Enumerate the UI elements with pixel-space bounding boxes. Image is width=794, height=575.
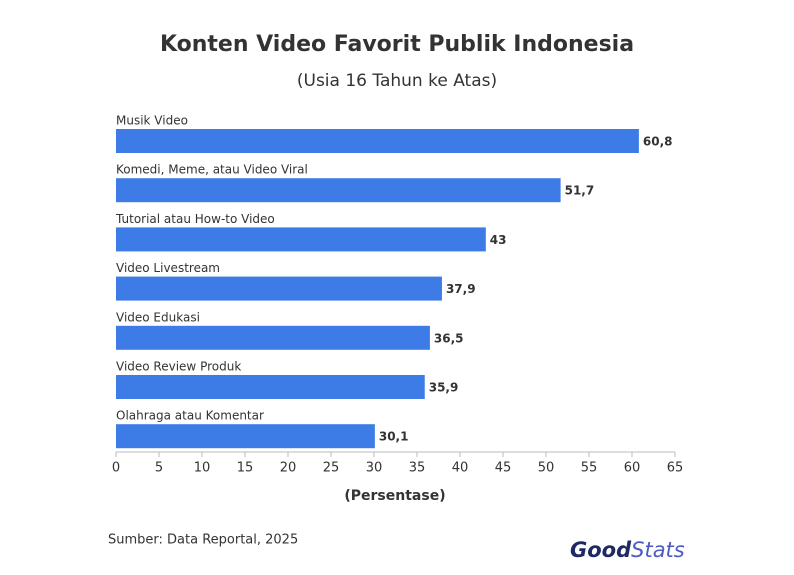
bar <box>116 276 442 301</box>
x-tick-label: 10 <box>194 461 211 476</box>
bar <box>116 424 375 449</box>
value-label: 43 <box>490 233 507 247</box>
bar <box>116 227 486 252</box>
category-label: Tutorial atau How-to Video <box>115 212 275 226</box>
x-tick-label: 5 <box>155 461 163 476</box>
category-label: Video Livestream <box>116 261 220 275</box>
x-tick-label: 40 <box>452 461 469 476</box>
category-label: Komedi, Meme, atau Video Viral <box>116 163 308 177</box>
logo-part: Good <box>570 538 632 562</box>
chart-subtitle: (Usia 16 Tahun ke Atas) <box>297 71 497 91</box>
bar <box>116 129 639 153</box>
logo-text: GoodStats <box>570 538 685 562</box>
x-tick-label: 30 <box>366 461 383 476</box>
x-tick-label: 0 <box>112 461 120 476</box>
value-label: 35,9 <box>429 381 459 395</box>
value-label: 36,5 <box>434 331 464 345</box>
chart-title: Konten Video Favorit Publik Indonesia <box>160 32 634 57</box>
x-tick-label: 55 <box>581 461 598 476</box>
bar <box>116 375 425 399</box>
x-tick-label: 50 <box>538 461 555 476</box>
value-label: 30,1 <box>379 430 409 444</box>
x-tick-label: 20 <box>280 461 297 476</box>
x-tick-label: 45 <box>495 461 512 476</box>
bar <box>116 325 430 350</box>
x-axis-title: (Persentase) <box>344 488 445 504</box>
logo-part: Stats <box>631 538 685 562</box>
value-label: 51,7 <box>565 184 595 198</box>
x-tick-label: 35 <box>409 461 426 476</box>
bar <box>116 178 561 203</box>
x-tick-label: 25 <box>323 461 340 476</box>
category-label: Video Review Produk <box>116 360 241 374</box>
value-label: 37,9 <box>446 282 476 296</box>
category-label: Video Edukasi <box>116 310 200 324</box>
x-tick-label: 15 <box>237 461 254 476</box>
category-label: Musik Video <box>116 114 188 128</box>
x-tick-label: 60 <box>624 461 641 476</box>
source: Sumber: Data Reportal, 2025 <box>108 533 298 548</box>
category-label: Olahraga atau Komentar <box>116 409 264 423</box>
x-tick-label: 65 <box>667 461 684 476</box>
value-label: 60,8 <box>643 135 673 149</box>
